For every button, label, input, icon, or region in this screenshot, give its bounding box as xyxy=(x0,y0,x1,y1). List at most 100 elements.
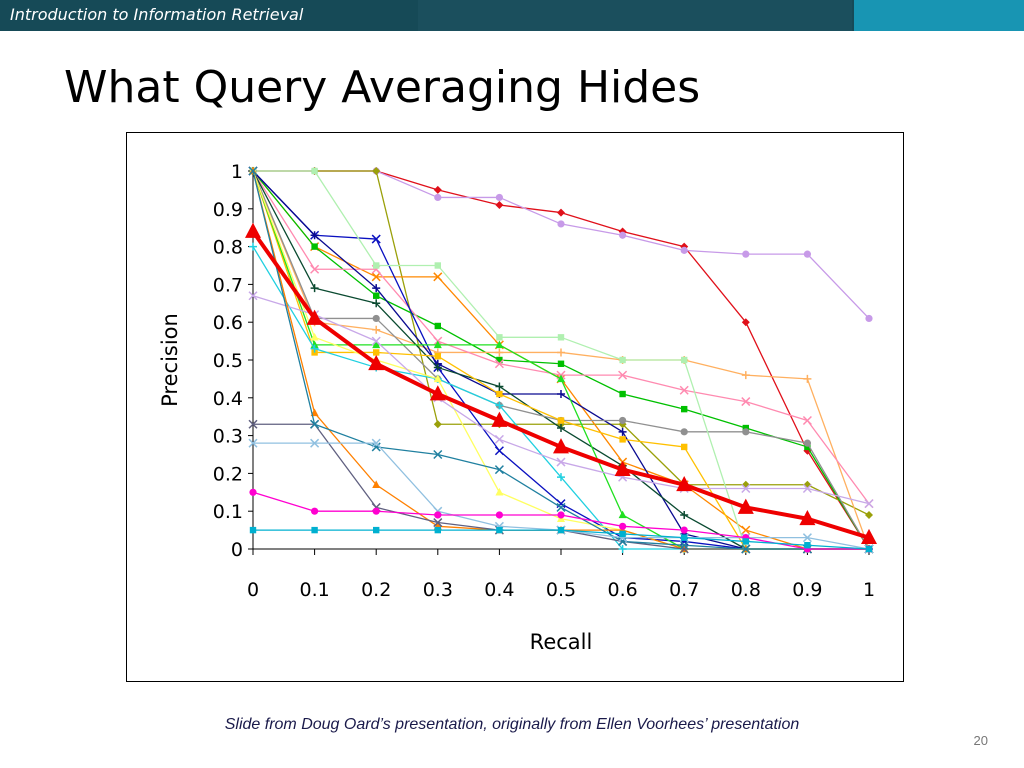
data-point xyxy=(557,374,565,383)
data-point xyxy=(373,262,380,269)
series-line xyxy=(253,170,869,550)
data-point xyxy=(619,231,627,239)
data-point xyxy=(310,438,320,448)
data-point xyxy=(434,511,442,519)
data-point xyxy=(557,348,565,357)
data-point xyxy=(372,340,381,349)
data-point xyxy=(248,419,258,429)
y-tick-label: 0 xyxy=(231,539,243,561)
data-point xyxy=(373,349,380,356)
course-title: Introduction to Information Retrieval xyxy=(10,5,304,24)
data-point xyxy=(618,536,628,546)
data-point xyxy=(373,526,380,534)
y-tick-label: 0.3 xyxy=(213,426,243,448)
data-point xyxy=(679,540,689,550)
y-tick-label: 0.5 xyxy=(213,350,243,372)
data-point xyxy=(557,511,565,519)
data-point xyxy=(557,334,565,341)
data-point xyxy=(434,322,441,330)
data-point xyxy=(245,222,261,238)
data-point xyxy=(372,299,381,308)
data-point xyxy=(619,530,626,538)
data-point xyxy=(368,354,385,371)
data-point xyxy=(248,291,258,301)
data-point xyxy=(803,439,812,447)
data-point xyxy=(741,544,751,554)
y-tick-label: 0.9 xyxy=(213,199,243,221)
data-point xyxy=(310,344,319,353)
header-segment xyxy=(418,0,852,31)
data-point xyxy=(491,411,508,427)
x-tick-label: 0.3 xyxy=(423,579,453,601)
data-point xyxy=(803,250,812,258)
data-point xyxy=(614,460,631,477)
data-point xyxy=(373,292,380,299)
y-tick-label: 0.4 xyxy=(213,388,243,410)
data-point xyxy=(557,526,565,534)
header-segment xyxy=(0,0,416,31)
data-point xyxy=(372,480,381,488)
y-axis-label: Precision xyxy=(158,313,182,407)
data-point xyxy=(556,502,566,512)
data-point xyxy=(433,272,443,282)
x-tick-label: 0.5 xyxy=(546,579,576,601)
data-point xyxy=(433,449,443,460)
data-point xyxy=(680,428,688,436)
data-point xyxy=(676,475,693,492)
data-point xyxy=(433,518,443,528)
data-point xyxy=(680,510,689,519)
series-line xyxy=(252,170,870,550)
series-line xyxy=(252,170,869,550)
data-point xyxy=(310,231,319,240)
data-point xyxy=(741,525,751,535)
precision-recall-chart: 0 0.1 0.2 0.3 0.4 0.5 0.6 0.7 0.8 0.9 1 0 0.1 0.2 0.3 0… xyxy=(158,161,877,654)
data-point xyxy=(434,526,441,534)
x-axis-label: Recall xyxy=(530,630,593,654)
data-point xyxy=(557,424,565,433)
series-line xyxy=(252,170,869,550)
data-point xyxy=(433,363,442,372)
header-segment xyxy=(854,0,1024,31)
data-point xyxy=(681,405,688,413)
data-point xyxy=(742,250,750,258)
series-line xyxy=(252,170,870,550)
x-tick-label: 0.7 xyxy=(669,579,699,601)
data-point xyxy=(496,334,503,341)
x-tick-label: 0.2 xyxy=(361,579,391,601)
data-point xyxy=(494,465,504,475)
data-point xyxy=(557,473,565,482)
data-point xyxy=(741,371,750,380)
data-point xyxy=(372,314,380,323)
data-point xyxy=(861,528,877,545)
data-point xyxy=(248,166,258,176)
data-point xyxy=(429,385,446,401)
data-point xyxy=(434,353,441,360)
data-point xyxy=(802,533,812,543)
data-point xyxy=(495,487,504,496)
x-tick-label: 0.6 xyxy=(607,579,637,601)
data-point xyxy=(618,370,628,380)
data-point xyxy=(803,374,812,383)
data-point xyxy=(804,542,811,549)
data-point xyxy=(495,401,504,410)
data-point xyxy=(434,262,441,269)
series-line xyxy=(252,170,869,550)
data-point xyxy=(619,522,627,530)
data-point xyxy=(865,545,873,553)
data-point xyxy=(619,416,627,425)
data-point xyxy=(799,509,816,526)
data-point xyxy=(742,424,749,432)
data-point xyxy=(371,438,381,448)
data-point xyxy=(679,385,689,395)
series-line xyxy=(253,170,870,550)
y-tick-label: 0.6 xyxy=(213,312,243,334)
data-point xyxy=(865,314,873,323)
slide-title: What Query Averaging Hides xyxy=(64,62,701,113)
data-point xyxy=(495,193,503,202)
data-point xyxy=(371,336,381,346)
data-point xyxy=(433,420,442,429)
data-point xyxy=(802,415,812,426)
slide-footer: Slide from Doug Oard’s presentation, ori… xyxy=(224,716,800,733)
y-tick-label: 0.2 xyxy=(213,463,243,485)
y-tick-label: 1 xyxy=(231,161,243,183)
